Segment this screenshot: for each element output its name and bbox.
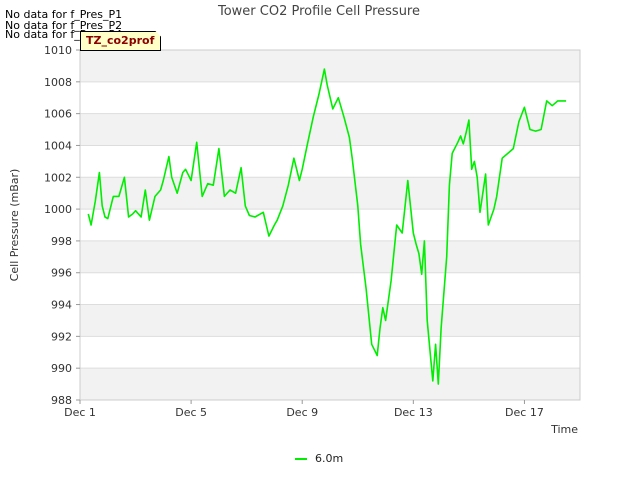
band [80, 240, 580, 273]
y-tick-label: 996 [51, 267, 72, 280]
y-axis-label: Cell Pressure (mBar) [8, 169, 21, 282]
nodata-message-p1: No data for f_Pres_P1 [5, 8, 123, 21]
y-tick-label: 992 [51, 330, 72, 343]
y-tick-label: 994 [51, 299, 72, 312]
nodata-message-p2: No data for f_Pres_P2 [5, 19, 123, 32]
series-line-0 [87, 68, 567, 385]
chart-title: Tower CO2 Profile Cell Pressure [217, 4, 420, 19]
x-tick-label: Dec 9 [286, 406, 318, 419]
series-group [87, 68, 567, 385]
y-tick-label: 1004 [44, 139, 72, 152]
y-tick-label: 1006 [44, 108, 72, 121]
legend-label: 6.0m [315, 452, 344, 465]
band [80, 177, 580, 210]
band [80, 113, 580, 146]
site-tag-label: TZ_co2prof [80, 31, 161, 51]
legend: 6.0m [295, 452, 343, 465]
y-tick-label: 1000 [44, 203, 72, 216]
band [80, 368, 580, 400]
background-bands [80, 50, 580, 400]
band [80, 304, 580, 337]
y-tick-label: 988 [51, 394, 72, 407]
y-tick-label: 1002 [44, 171, 72, 184]
x-tick-label: Dec 5 [175, 406, 207, 419]
x-tick-label: Dec 13 [394, 406, 433, 419]
plot-frame [79, 49, 581, 401]
y-tick-label: 1008 [44, 76, 72, 89]
gridlines [80, 49, 580, 401]
x-axis: Dec 1 Dec 5 Dec 9 Dec 13 Dec 17 [64, 400, 544, 419]
y-axis: 988 990 992 994 996 998 1000 1002 1004 1006 1008 10… [44, 44, 80, 407]
x-axis-label: Time [550, 423, 578, 436]
legend-swatch [295, 457, 307, 460]
x-tick-label: Dec 1 [64, 406, 96, 419]
x-tick-label: Dec 17 [505, 406, 544, 419]
y-tick-label: 998 [51, 235, 72, 248]
y-tick-label: 990 [51, 362, 72, 375]
band [80, 50, 580, 82]
y-tick-label: 1010 [44, 44, 72, 57]
